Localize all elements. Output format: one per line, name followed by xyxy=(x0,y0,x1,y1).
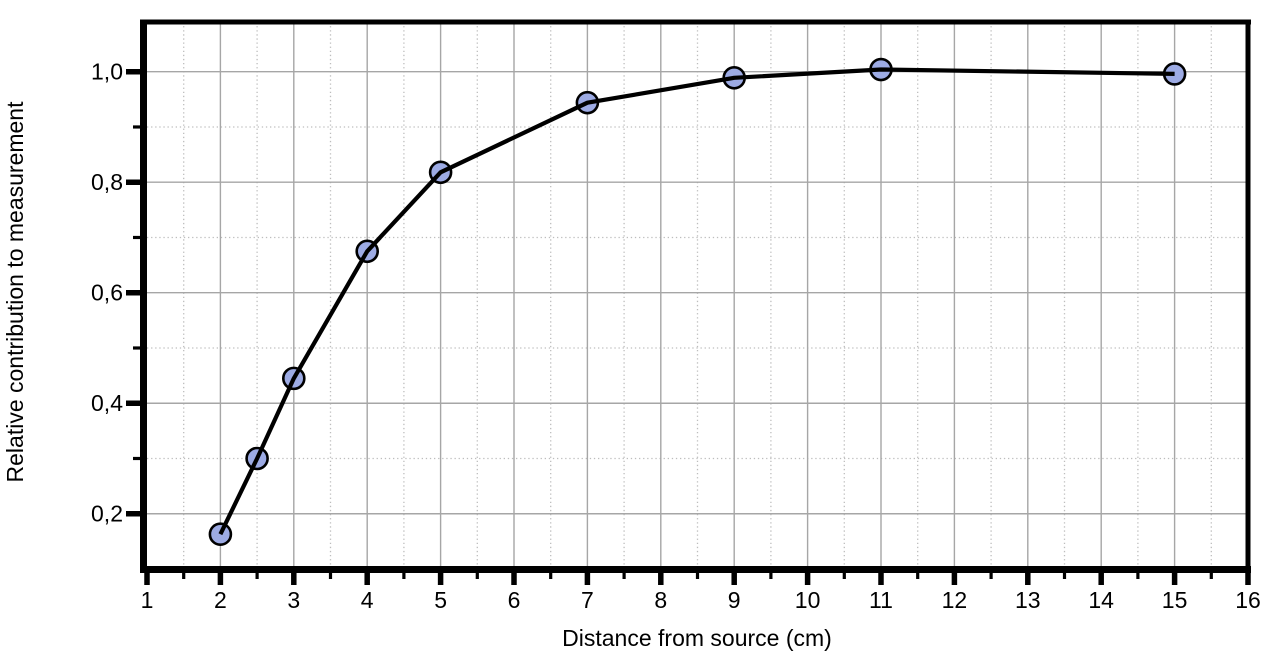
y-tick-label: 0,2 xyxy=(91,501,123,527)
x-tick-label: 6 xyxy=(508,587,521,613)
x-tick-label: 9 xyxy=(728,587,741,613)
x-tick-label: 3 xyxy=(287,587,300,613)
y-tick-label: 0,6 xyxy=(91,280,123,306)
x-tick-label: 15 xyxy=(1162,587,1188,613)
x-tick-label: 8 xyxy=(654,587,667,613)
x-tick-label: 12 xyxy=(942,587,968,613)
x-tick-label: 14 xyxy=(1088,587,1114,613)
y-tick-label: 0,4 xyxy=(91,390,123,416)
data-line xyxy=(218,67,1175,536)
x-tick-label: 11 xyxy=(869,587,893,613)
y-tick-label: 0,8 xyxy=(91,169,123,195)
y-tick-label: 1,0 xyxy=(91,59,123,85)
y-axis-title: Relative contribution to measurement xyxy=(2,101,28,483)
x-tick-label: 5 xyxy=(434,587,447,613)
x-tick-label: 10 xyxy=(795,587,821,613)
x-tick-label: 13 xyxy=(1015,587,1041,613)
x-tick-label: 1 xyxy=(141,587,154,613)
x-axis-title: Distance from source (cm) xyxy=(562,625,832,651)
x-tick-label: 7 xyxy=(581,587,594,613)
x-tick-label: 2 xyxy=(214,587,227,613)
x-tick-label: 4 xyxy=(361,587,374,613)
x-tick-label: 16 xyxy=(1235,587,1261,613)
plot-area: 1 2 3 4 5 6 7 8 9 10 11 12 13 14 15 160,20,40,60,81,0 xyxy=(91,19,1261,613)
